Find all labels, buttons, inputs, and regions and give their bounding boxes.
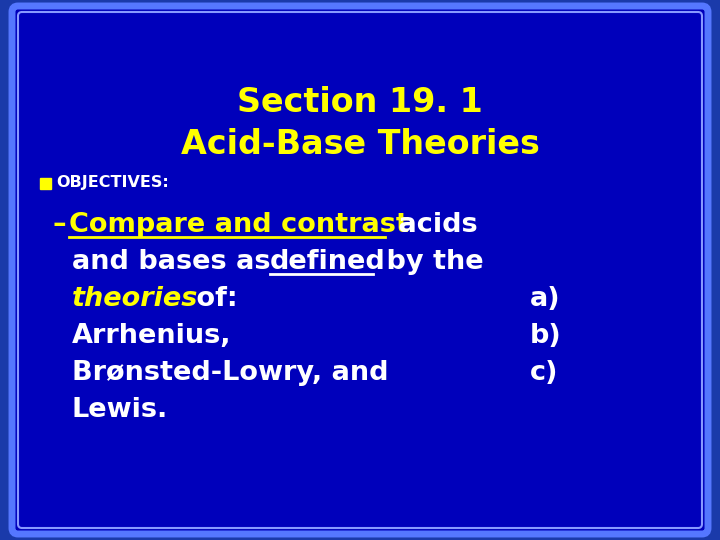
Text: a): a) — [530, 286, 561, 312]
FancyBboxPatch shape — [12, 6, 708, 534]
Text: of:: of: — [187, 286, 238, 312]
Text: c): c) — [530, 360, 559, 386]
Text: Acid-Base Theories: Acid-Base Theories — [181, 129, 539, 161]
Text: b): b) — [530, 323, 562, 349]
Text: Brønsted-Lowry, and: Brønsted-Lowry, and — [72, 360, 389, 386]
Text: Compare and contrast: Compare and contrast — [69, 212, 409, 238]
Text: theories: theories — [72, 286, 199, 312]
Bar — [40, 178, 51, 189]
Text: Section 19. 1: Section 19. 1 — [237, 85, 483, 118]
Text: –: – — [52, 212, 66, 238]
Text: Lewis.: Lewis. — [72, 397, 168, 423]
Text: acids: acids — [389, 212, 477, 238]
Text: by the: by the — [377, 249, 484, 275]
Text: defined: defined — [270, 249, 386, 275]
Text: Arrhenius,: Arrhenius, — [72, 323, 232, 349]
Text: and bases as: and bases as — [72, 249, 280, 275]
Text: OBJECTIVES:: OBJECTIVES: — [56, 174, 168, 190]
